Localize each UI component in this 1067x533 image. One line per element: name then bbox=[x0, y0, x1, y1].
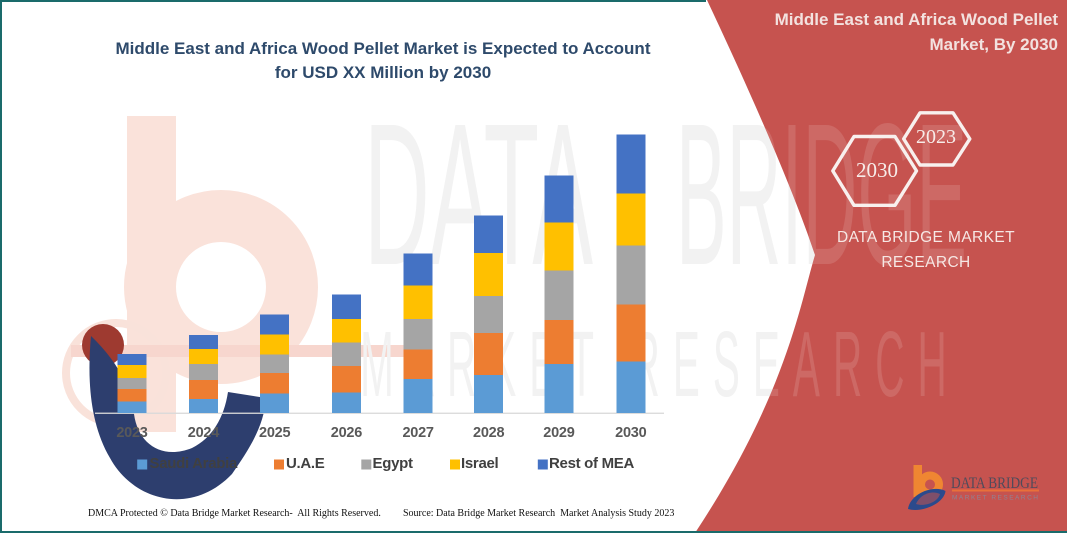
svg-text:DATA BRIDGE: DATA BRIDGE bbox=[951, 475, 1038, 492]
svg-text:MARKET RESEARCH: MARKET RESEARCH bbox=[952, 495, 1038, 502]
